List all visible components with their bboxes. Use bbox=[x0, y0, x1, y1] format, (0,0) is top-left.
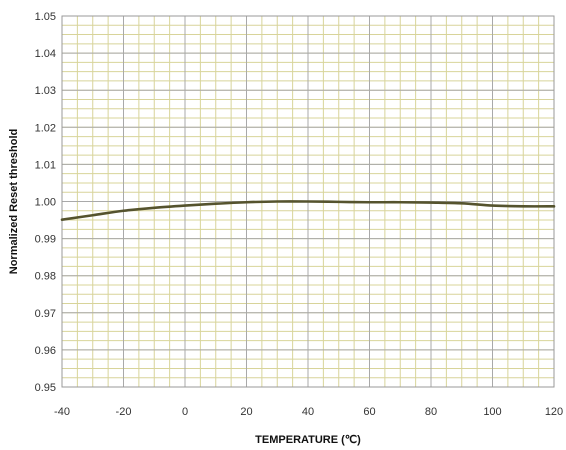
x-axis-title: TEMPERATURE (℃) bbox=[255, 434, 361, 446]
y-tick-label: 1.05 bbox=[35, 11, 56, 23]
x-axis-tick-labels: -40 -20 0 20 40 60 80 100 120 bbox=[54, 406, 563, 418]
y-tick-label: 1.02 bbox=[35, 122, 56, 134]
x-tick-label: 120 bbox=[545, 406, 563, 418]
x-tick-label: 60 bbox=[363, 406, 375, 418]
x-tick-label: 40 bbox=[302, 406, 314, 418]
y-tick-label: 0.95 bbox=[35, 382, 56, 394]
x-tick-label: 20 bbox=[240, 406, 252, 418]
y-tick-label: 0.97 bbox=[35, 308, 56, 320]
y-tick-label: 1.00 bbox=[35, 197, 56, 209]
series-layer bbox=[60, 200, 556, 221]
y-tick-label: 0.99 bbox=[35, 234, 56, 246]
series-line bbox=[60, 200, 556, 221]
y-tick-label: 0.98 bbox=[35, 271, 56, 283]
y-tick-label: 1.03 bbox=[35, 85, 56, 97]
y-tick-label: 1.01 bbox=[35, 159, 56, 171]
x-tick-label: -20 bbox=[116, 406, 132, 418]
x-tick-label: 100 bbox=[483, 406, 501, 418]
y-tick-label: 1.04 bbox=[35, 48, 56, 60]
y-tick-label: 0.96 bbox=[35, 345, 56, 357]
y-axis-title: Normalized Reset threshold bbox=[8, 129, 20, 274]
y-axis-tick-labels: 0.95 0.96 0.97 0.98 0.99 1.00 1.01 1.02 1.03 1.04… bbox=[35, 11, 56, 394]
x-tick-label: -40 bbox=[54, 406, 70, 418]
x-tick-label: 0 bbox=[182, 406, 188, 418]
x-tick-label: 80 bbox=[425, 406, 437, 418]
plot-area bbox=[61, 15, 555, 388]
